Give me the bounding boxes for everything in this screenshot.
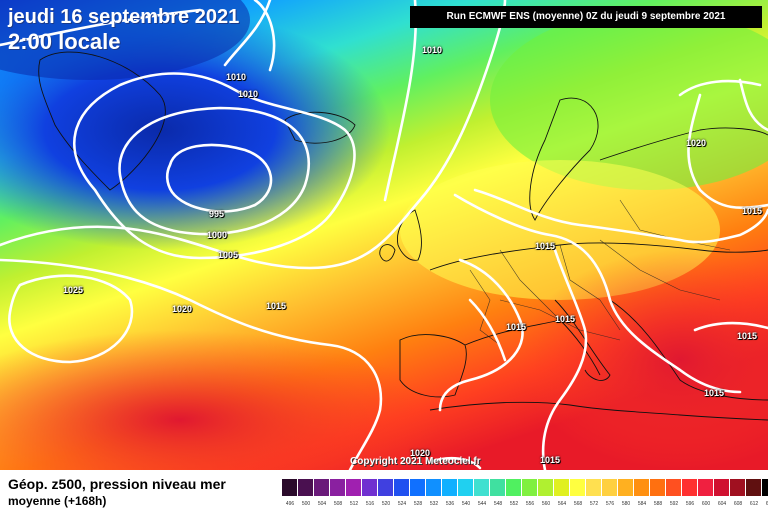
legend-swatch: [602, 479, 618, 496]
legend-swatch: [714, 479, 730, 496]
legend-tick-label: 540: [461, 501, 471, 507]
isobar-label: 1005: [218, 250, 239, 260]
date-title: jeudi 16 septembre 2021: [8, 6, 240, 28]
legend-tick-label: 560: [541, 501, 551, 507]
legend-swatch: [554, 479, 570, 496]
legend-swatch: [298, 479, 314, 496]
legend-tick-label: 580: [621, 501, 631, 507]
legend-swatch: [426, 479, 442, 496]
legend-swatch: [330, 479, 346, 496]
legend-tick-label: 556: [525, 501, 535, 507]
coastlines: [38, 51, 768, 421]
isobar-label: 1020: [172, 304, 193, 314]
color-legend-ticks: 496 500 504 508 512 516 520 524 528 532 536 540 544 5…: [282, 501, 768, 507]
legend-swatch: [394, 479, 410, 496]
green-zone-north: [490, 10, 768, 190]
legend-swatch: [314, 479, 330, 496]
isobar-label: 1015: [742, 206, 763, 216]
legend-swatch: [506, 479, 522, 496]
legend-tick-label: 516: [365, 501, 375, 507]
legend-tick-label: 524: [397, 501, 407, 507]
isobar-label: 1015: [506, 322, 527, 332]
legend-tick-label: 520: [381, 501, 391, 507]
legend-swatch: [442, 479, 458, 496]
isobar-label: 1020: [410, 448, 431, 458]
isobar-label: 1020: [686, 138, 707, 148]
legend-tick-label: 532: [429, 501, 439, 507]
footer: Géop. z500, pression niveau mer moyenne …: [0, 470, 768, 512]
legend-tick-label: 612: [749, 501, 759, 507]
isobar-label: 1015: [555, 314, 576, 324]
legend-swatch: [346, 479, 362, 496]
legend-tick-label: 572: [589, 501, 599, 507]
legend-swatch: [634, 479, 650, 496]
isobars: [0, 0, 768, 470]
legend-tick-label: 536: [445, 501, 455, 507]
legend-tick-label: 496: [285, 501, 295, 507]
legend-swatch: [378, 479, 394, 496]
warm-zone-east: [520, 250, 768, 470]
legend-swatch: [570, 479, 586, 496]
legend-tick-label: 592: [669, 501, 679, 507]
legend-tick-label: 552: [509, 501, 519, 507]
legend-tick-label: 508: [333, 501, 343, 507]
isobar-label: 1015: [704, 388, 725, 398]
legend-tick-label: 576: [605, 501, 615, 507]
legend-tick-label: 504: [317, 501, 327, 507]
legend-swatch: [410, 479, 426, 496]
legend-tick-label: 548: [493, 501, 503, 507]
footer-subtitle: moyenne (+168h): [8, 494, 107, 508]
footer-title: Géop. z500, pression niveau mer: [8, 476, 226, 492]
legend-tick-label: 616: [765, 501, 768, 507]
map-canvas: [0, 0, 768, 470]
legend-swatch: [362, 479, 378, 496]
legend-tick-label: 564: [557, 501, 567, 507]
legend-swatch: [730, 479, 746, 496]
polar-zone: [0, 0, 250, 80]
isobar-label: 1010: [422, 45, 443, 55]
legend-swatch: [698, 479, 714, 496]
isobar-label: 1000: [207, 230, 228, 240]
legend-tick-label: 608: [733, 501, 743, 507]
legend-tick-label: 528: [413, 501, 423, 507]
legend-tick-label: 600: [701, 501, 711, 507]
isobar-label: 1015: [266, 301, 287, 311]
legend-swatch: [650, 479, 666, 496]
copyright: Copyright 2021 Meteociel.fr: [350, 456, 481, 467]
isobar-label: 1015: [737, 331, 758, 341]
legend-swatch: [522, 479, 538, 496]
weather-map: jeudi 16 septembre 2021 2:00 locale Run …: [0, 0, 768, 470]
isobar-label: 1025: [63, 285, 84, 295]
legend-swatch: [586, 479, 602, 496]
legend-swatch: [474, 479, 490, 496]
legend-tick-label: 500: [301, 501, 311, 507]
legend-swatch: [538, 479, 554, 496]
color-legend: [282, 479, 768, 496]
country-borders: [469, 199, 731, 346]
legend-swatch: [618, 479, 634, 496]
isobar-label: 1015: [540, 455, 561, 465]
warm-zone-south: [0, 330, 440, 470]
legend-swatch: [682, 479, 698, 496]
legend-tick-label: 568: [573, 501, 583, 507]
legend-tick-label: 588: [653, 501, 663, 507]
isobar-label: 1010: [238, 89, 259, 99]
isobar-label: 1010: [226, 72, 247, 82]
legend-swatch: [666, 479, 682, 496]
legend-tick-label: 512: [349, 501, 359, 507]
legend-tick-label: 544: [477, 501, 487, 507]
isobar-label: 995: [209, 209, 225, 219]
legend-swatch: [490, 479, 506, 496]
legend-swatch: [282, 479, 298, 496]
legend-tick-label: 584: [637, 501, 647, 507]
isobar-label: 1015: [535, 241, 556, 251]
time-title: 2:00 locale: [8, 29, 121, 54]
run-info-banner: Run ECMWF ENS (moyenne) 0Z du jeudi 9 se…: [410, 6, 762, 28]
legend-swatch: [458, 479, 474, 496]
legend-tick-label: 596: [685, 501, 695, 507]
legend-swatch: [762, 479, 768, 496]
legend-tick-label: 604: [717, 501, 727, 507]
legend-swatch: [746, 479, 762, 496]
